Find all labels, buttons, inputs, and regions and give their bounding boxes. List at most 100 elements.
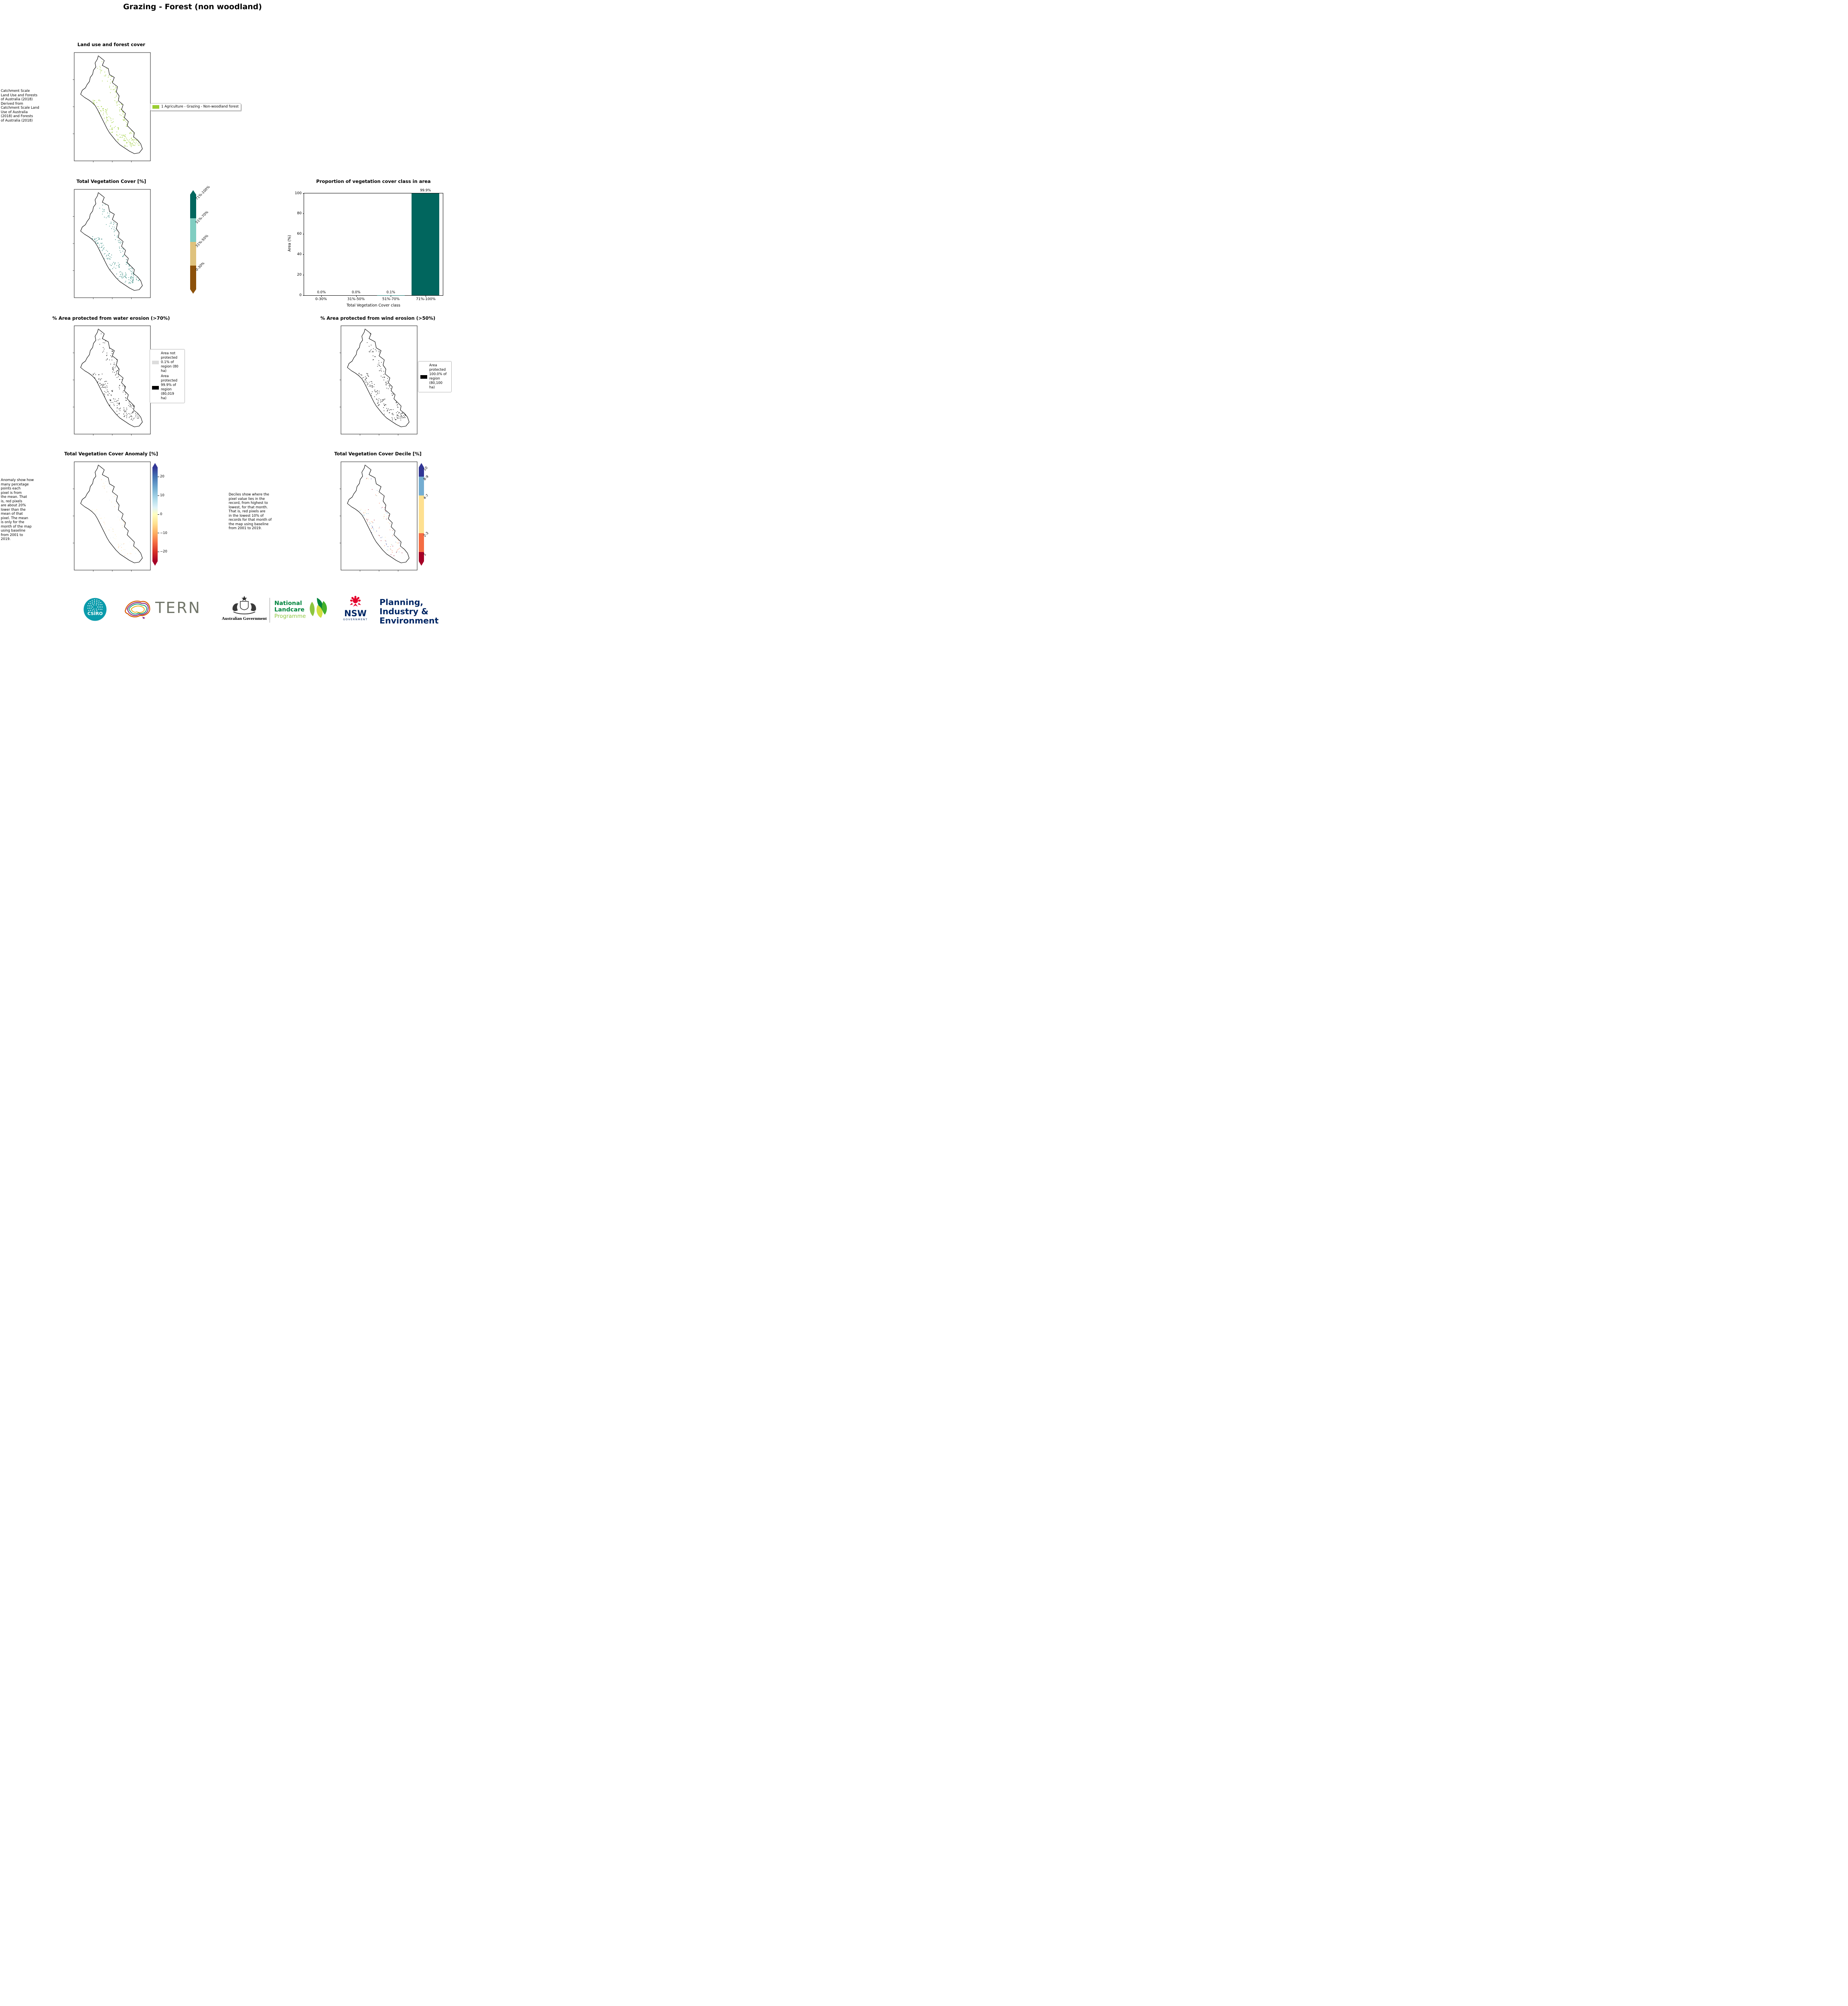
y-tick-label: 0 (299, 293, 302, 297)
water-legend-swatch-not-protected (152, 361, 159, 364)
x-tick-label: 71%-100% (416, 297, 436, 301)
y-tick-label: 20 (297, 272, 302, 277)
water-title: % Area protected from water erosion (>70… (52, 315, 170, 321)
landcare-line1: National (274, 600, 302, 607)
tvc-colorbar-seg (190, 242, 196, 266)
nsw-government-wordmark: GOVERNMENT (343, 618, 368, 621)
bar-71%-100% (412, 193, 440, 295)
water-legend-label-not-protected: Area not protected 0.1% of region (80 ha… (161, 351, 179, 373)
landcare-line2: Landcare (274, 607, 305, 613)
tvc-colorbar-seg (190, 266, 196, 289)
tvc-colorbar-label: 51%-70% (195, 210, 209, 225)
decile-colorbar-bottom-arrow (419, 561, 424, 566)
bar-chart-title: Proportion of vegetation cover class in … (316, 179, 431, 184)
tvc-title: Total Vegetation Cover [%] (76, 179, 146, 184)
water-erosion-map (73, 325, 151, 436)
coat-of-arms-icon (232, 596, 256, 615)
pie-line1: Planning, (379, 597, 424, 607)
csiro-logo: CSIRO (83, 598, 107, 623)
decile-colorbar-seg (419, 533, 424, 552)
decile-title: Total Vegetation Cover Decile [%] (334, 451, 422, 457)
anomaly-colorbar-top-arrow (152, 463, 158, 467)
y-tick-label: 80 (297, 211, 302, 216)
anomaly-tick: 10 (160, 493, 164, 497)
tvc-colorbar-top-arrow (190, 190, 196, 195)
wind-title: % Area protected from wind erosion (>50%… (320, 315, 436, 321)
landcare-leaves-icon (310, 598, 327, 618)
decile-colorbar-top-arrow (419, 463, 424, 467)
wind-erosion-map (339, 325, 418, 436)
nsw-wordmark: NSW (344, 609, 367, 618)
landuse-legend-swatch (152, 105, 159, 109)
tvc-colorbar-seg (190, 195, 196, 218)
anomaly-side-note: Anomaly show how many percetage points e… (1, 478, 34, 541)
decile-colorbar-seg (419, 552, 424, 561)
water-legend-entry: Area protected 99.9% of region (80,019 h… (152, 374, 183, 401)
tvc-map (73, 189, 151, 299)
landuse-legend: 1 Agriculture - Grazing - Non-woodland f… (150, 103, 241, 111)
anomaly-map (73, 461, 151, 572)
tvc-colorbar: 71%-100% 51%-70% 31%-50% 0-30% (190, 185, 211, 294)
decile-colorbar-seg (419, 467, 424, 477)
landuse-map (73, 52, 151, 162)
anomaly-colorbar-gradient (152, 467, 158, 561)
decile-colorbar-seg (419, 477, 424, 496)
tvc-colorbar-label: 31%-50% (195, 234, 209, 248)
y-tick-label: 40 (297, 252, 302, 256)
anomaly-colorbar-bottom-arrow (152, 561, 158, 566)
anomaly-title: Total Vegetation Cover Anomaly [%] (64, 451, 158, 457)
bar-chart-plot: 0.0% 0.0% 0.1% 99.9% 0 20 40 60 80 100 (295, 189, 443, 297)
tvc-colorbar-label: 71%-100% (195, 185, 211, 201)
tern-wordmark: TERN (155, 599, 201, 617)
csiro-logo-svg: CSIRO (83, 598, 107, 621)
landuse-side-note: Catchment Scale Land Use and Forests of … (1, 89, 39, 123)
map-speckles (358, 333, 408, 420)
bar-value-label: 0.0% (351, 290, 361, 294)
y-tick-label: 60 (297, 232, 302, 236)
anomaly-tick: 0 (160, 512, 162, 516)
waratah-icon (350, 596, 361, 607)
wind-legend: Area protected 100.0% of region (80,100 … (418, 361, 452, 392)
planning-industry-environment-wordmark: Planning, Industry & Environment (379, 598, 438, 625)
landcare-logo (306, 597, 331, 622)
wind-legend-entry: Area protected 100.0% of region (80,100 … (420, 363, 449, 390)
bar-chart-xlabel: Total Vegetation Cover class (347, 303, 400, 308)
landuse-title: Land use and forest cover (77, 42, 145, 47)
water-legend-entry: Area not protected 0.1% of region (80 ha… (152, 351, 183, 374)
bar-value-label: 0.1% (386, 290, 396, 294)
decile-note: Deciles show where the pixel value lies … (229, 493, 272, 530)
decile-colorbar-seg (419, 495, 424, 533)
report-page: Grazing - Forest (non woodland) Land use… (0, 0, 462, 641)
page-title: Grazing - Forest (non woodland) (123, 2, 262, 11)
water-legend-swatch-protected (152, 386, 159, 390)
x-tick-label: 31%-50% (347, 297, 365, 301)
anomaly-tick: −10 (160, 531, 167, 535)
anomaly-tick: 20 (160, 475, 164, 479)
water-legend: Area not protected 0.1% of region (80 ha… (150, 349, 185, 403)
decile-colorbar: 10 8-9 4-7 2-3 1 (419, 463, 430, 566)
pie-line3: Environment (379, 616, 439, 625)
landcare-line3: Programme (274, 613, 306, 619)
water-legend-label-protected: Area protected 99.9% of region (80,019 h… (161, 374, 178, 400)
bar-chart-xticks: 0-30% 31%-50% 51%-70% 71%-100% (304, 297, 443, 301)
x-tick-label: 0-30% (315, 297, 327, 301)
wind-legend-label-protected: Area protected 100.0% of region (80,100 … (429, 363, 447, 390)
australian-government-logo: Australian Government (220, 595, 269, 621)
decile-map (339, 461, 418, 572)
tvc-colorbar-label: 0-30% (195, 261, 206, 272)
australian-government-wordmark: Australian Government (221, 616, 267, 621)
landcare-wordmark: National Landcare Programme (274, 600, 306, 619)
bar-value-label: 99.9% (420, 189, 431, 193)
anomaly-tick: −20 (160, 550, 167, 554)
pie-line2: Industry & (379, 607, 428, 616)
footer: CSIRO TERN Australian Government (0, 595, 462, 635)
csiro-dots (87, 599, 103, 612)
bar-value-label: 0.0% (317, 290, 326, 294)
tern-logo: TERN (122, 597, 201, 619)
anomaly-colorbar: 20 10 0 −10 −20 (152, 463, 167, 566)
tvc-colorbar-bottom-arrow (190, 289, 196, 294)
csiro-wordmark: CSIRO (87, 611, 103, 616)
x-tick-label: 51%-70% (382, 297, 400, 301)
tvc-colorbar-seg (190, 218, 196, 242)
nsw-government-logo: NSW GOVERNMENT (341, 595, 370, 621)
